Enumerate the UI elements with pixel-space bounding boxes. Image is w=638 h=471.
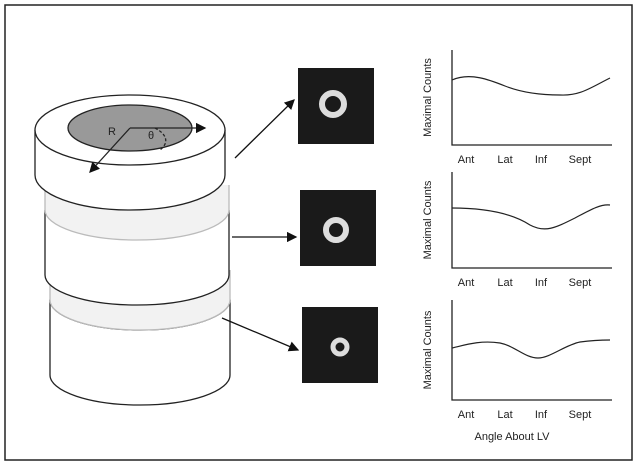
y-label: Maximal Counts xyxy=(422,180,434,259)
x-tick-label: Inf xyxy=(535,154,548,166)
cylinder xyxy=(34,94,231,406)
x-tick-label: Lat xyxy=(497,409,512,421)
axes xyxy=(451,50,612,146)
x-tick-label: Sept xyxy=(569,409,592,421)
axes xyxy=(451,172,612,269)
x-tick-label: Ant xyxy=(458,277,475,289)
x-tick-label: Lat xyxy=(497,154,512,166)
x-tick-label: Inf xyxy=(535,277,548,289)
x-tick-label: Sept xyxy=(569,277,592,289)
radius-label: R xyxy=(108,126,116,138)
x-tick-label: Inf xyxy=(535,409,548,421)
y-label: Maximal Counts xyxy=(422,58,434,137)
x-tick-label: Ant xyxy=(458,154,475,166)
curve xyxy=(451,339,611,359)
x-tick-label: Sept xyxy=(569,154,592,166)
arrows xyxy=(221,99,300,352)
x-tick-label: Lat xyxy=(497,277,512,289)
y-label: Maximal Counts xyxy=(422,310,434,389)
angle-label: θ xyxy=(148,130,154,142)
scan-images xyxy=(298,68,378,383)
x-tick-label: Ant xyxy=(458,409,475,421)
axes xyxy=(451,300,612,401)
curve xyxy=(451,76,611,96)
x-label: Angle About LV xyxy=(474,431,550,443)
curve xyxy=(451,204,611,230)
